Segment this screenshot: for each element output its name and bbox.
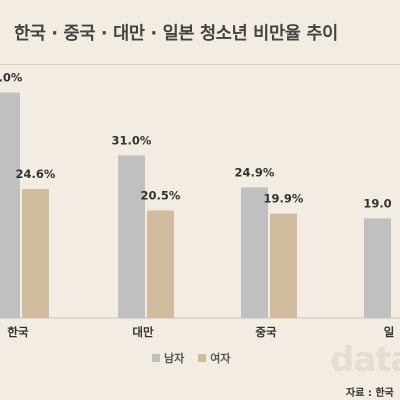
- source-note: 자료 : 한국: [346, 388, 394, 399]
- legend-label-female: 여자: [210, 352, 231, 365]
- legend-swatch-male: [152, 354, 160, 362]
- bar-female-0: [22, 188, 49, 318]
- data-label-female-2: 19.9%: [264, 192, 304, 206]
- legend: 남자 여자: [152, 350, 245, 366]
- title-band: 한국 · 중국 · 대만 · 일본 청소년 비만율 추이: [0, 0, 400, 68]
- category-label-2: 중국: [255, 325, 277, 339]
- legend-label-male: 남자: [164, 352, 185, 365]
- bar-female-2: [270, 213, 297, 318]
- data-label-male-2: 24.9%: [235, 165, 275, 179]
- bar-male-2: [241, 187, 268, 318]
- title-divider: [0, 64, 400, 65]
- legend-swatch-female: [198, 354, 207, 362]
- legend-item-female: 여자: [198, 350, 231, 366]
- data-label-female-1: 20.5%: [141, 188, 181, 202]
- category-label-3: 일: [384, 325, 395, 339]
- watermark: data: [330, 340, 400, 380]
- bar-female-1: [147, 210, 174, 318]
- data-label-male-1: 31.0%: [112, 133, 152, 147]
- data-label-male-0: 3.0%: [0, 70, 23, 84]
- bar-male-3: [364, 218, 391, 318]
- legend-item-male: 남자: [152, 350, 184, 366]
- category-label-0: 한국: [7, 325, 29, 339]
- bar-male-1: [118, 155, 145, 318]
- bar-male-0: [0, 92, 20, 318]
- data-label-male-3: 19.0: [363, 196, 391, 210]
- data-label-female-0: 24.6%: [16, 167, 56, 181]
- chart-title: 한국 · 중국 · 대만 · 일본 청소년 비만율 추이: [14, 24, 338, 44]
- category-label-1: 대만: [132, 325, 154, 339]
